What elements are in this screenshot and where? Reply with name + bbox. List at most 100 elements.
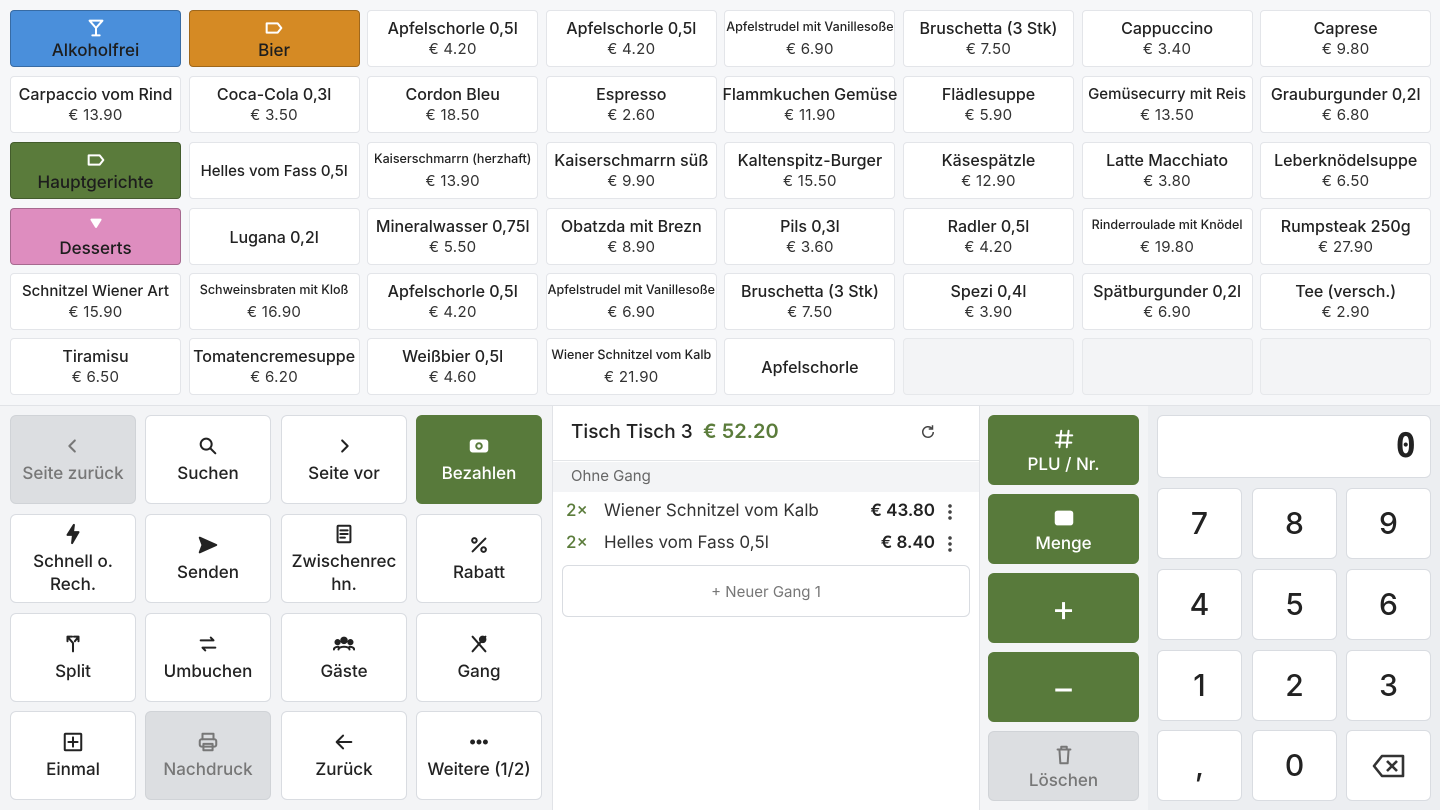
function-button[interactable]: Split <box>10 613 136 702</box>
product-tile[interactable]: Apfelstrudel mit Vanillesoße € 6.90 <box>724 10 896 67</box>
function-button[interactable]: Weitere (1/2) <box>416 711 542 800</box>
product-name: Apfelschorle 0,5l <box>387 280 518 301</box>
function-button[interactable]: Seite vor <box>281 415 407 504</box>
product-tile[interactable]: Weißbier 0,5l € 4.60 <box>367 338 539 395</box>
product-price: € 7.50 <box>965 38 1012 58</box>
product-tile[interactable]: Tomatencremesuppe € 6.20 <box>188 338 360 395</box>
product-tile[interactable]: Cordon Bleu € 18.50 <box>367 76 539 133</box>
product-tile[interactable]: Lugana 0,2l <box>188 208 360 265</box>
action-button[interactable]: PLU / Nr. <box>988 415 1139 485</box>
order-item[interactable]: 2× Helles vom Fass 0,5l € 8.40 <box>553 529 979 559</box>
product-tile[interactable]: Schnitzel Wiener Art € 15.90 <box>10 273 181 330</box>
function-button[interactable]: Gäste <box>281 613 407 702</box>
numpad-key[interactable]: 0 <box>1252 730 1337 801</box>
item-menu[interactable] <box>948 503 952 521</box>
function-button[interactable]: Schnell o. Rech. <box>10 514 136 603</box>
function-button[interactable]: Rabatt <box>416 514 542 603</box>
category-tile[interactable]: Hauptgerichte <box>10 142 181 199</box>
action-button[interactable]: Menge <box>988 494 1139 564</box>
function-button[interactable]: Einmal <box>10 711 136 800</box>
function-label: Gäste <box>320 662 368 682</box>
product-tile[interactable]: Rinderroulade mit Knödel € 19.80 <box>1081 208 1253 265</box>
product-name: Obatzda mit Brezn <box>560 215 702 236</box>
numpad-key[interactable] <box>1346 730 1431 801</box>
icon-svg <box>199 437 217 455</box>
product-tile[interactable]: Spätburgunder 0,2l € 6.90 <box>1081 273 1253 330</box>
numpad-key[interactable]: 6 <box>1346 569 1431 640</box>
category-tile[interactable]: Bier <box>188 10 360 67</box>
refresh-icon[interactable] <box>919 423 937 441</box>
product-name: Gemüsecurry mit Reis <box>1088 83 1247 103</box>
numpad-key[interactable]: 5 <box>1252 569 1337 640</box>
product-price: € 6.90 <box>785 38 834 58</box>
product-tile[interactable]: Grauburgunder 0,2l € 6.80 <box>1260 76 1432 133</box>
icon <box>333 729 355 755</box>
product-tile[interactable]: Rumpsteak 250g € 27.90 <box>1260 208 1432 265</box>
product-tile[interactable]: Tiramisu € 6.50 <box>10 338 181 395</box>
function-button[interactable]: Zurück <box>281 711 407 800</box>
product-tile[interactable]: Leberknödelsuppe € 6.50 <box>1260 142 1432 199</box>
product-tile[interactable]: Mineralwasser 0,75l € 5.50 <box>367 208 539 265</box>
order-panel: Tisch Tisch 3 € 52.20 Ohne Gang + Neuer … <box>552 406 980 810</box>
numpad-key[interactable]: 1 <box>1157 650 1242 721</box>
order-item[interactable]: 2× Wiener Schnitzel vom Kalb € 43.80 <box>553 497 979 527</box>
product-tile[interactable]: Pils 0,3l € 3.60 <box>724 208 896 265</box>
product-tile[interactable]: Schweinsbraten mit Kloß € 16.90 <box>188 273 360 330</box>
action-label: PLU / Nr. <box>1027 454 1100 475</box>
numpad-key[interactable]: 7 <box>1157 488 1242 559</box>
product-tile[interactable]: Kaiserschmarrn (herzhaft) € 13.90 <box>367 142 539 199</box>
product-tile[interactable]: Latte Macchiato € 3.80 <box>1081 142 1253 199</box>
numpad-key[interactable]: 2 <box>1252 650 1337 721</box>
product-tile[interactable]: Wiener Schnitzel vom Kalb € 21.90 <box>545 338 717 395</box>
action-button[interactable]: + <box>988 573 1139 643</box>
function-button[interactable]: Suchen <box>145 415 271 504</box>
category-label: Bier <box>258 41 291 61</box>
numpad-key[interactable]: 3 <box>1346 650 1431 721</box>
product-tile[interactable]: Tee (versch.) € 2.90 <box>1260 273 1432 330</box>
product-name: Wiener Schnitzel vom Kalb <box>551 347 712 363</box>
product-tile[interactable]: Apfelschorle 0,5l € 4.20 <box>367 10 539 67</box>
icon <box>62 729 84 755</box>
product-tile[interactable]: Obatzda mit Brezn € 8.90 <box>545 208 717 265</box>
icon <box>62 631 84 657</box>
new-course-button[interactable]: + Neuer Gang 1 <box>562 565 970 617</box>
function-button[interactable]: Zwischenrechn. <box>281 514 407 603</box>
product-tile[interactable]: Helles vom Fass 0,5l <box>188 142 360 199</box>
product-tile[interactable]: Apfelstrudel mit Vanillesoße € 6.90 <box>545 273 717 330</box>
icon <box>85 213 107 239</box>
product-tile[interactable]: Radler 0,5l € 4.20 <box>903 208 1074 265</box>
product-tile[interactable]: Caprese € 9.80 <box>1260 10 1432 67</box>
item-price: € 43.80 <box>870 501 935 521</box>
category-label: Desserts <box>59 239 132 259</box>
action-button[interactable]: − <box>988 652 1139 722</box>
function-button[interactable]: Gang <box>416 613 542 702</box>
product-tile[interactable]: Apfelschorle 0,5l € 4.20 <box>545 10 717 67</box>
function-button[interactable]: Senden <box>145 514 271 603</box>
numpad-key[interactable]: 4 <box>1157 569 1242 640</box>
product-tile[interactable]: Käsespätzle € 12.90 <box>903 142 1074 199</box>
product-tile[interactable]: Flammkuchen Gemüse € 11.90 <box>722 76 897 133</box>
function-button[interactable]: Bezahlen <box>416 415 542 504</box>
product-price: € 6.20 <box>250 366 298 386</box>
product-tile[interactable]: Espresso € 2.60 <box>545 76 717 133</box>
numpad-key[interactable]: , <box>1157 730 1242 801</box>
product-tile[interactable]: Cappuccino € 3.40 <box>1081 10 1253 67</box>
product-tile[interactable]: Apfelschorle 0,5l € 4.20 <box>367 273 539 330</box>
numpad-key[interactable]: 8 <box>1252 488 1337 559</box>
numpad-key[interactable]: 9 <box>1346 488 1431 559</box>
function-button[interactable]: Umbuchen <box>145 613 271 702</box>
product-tile[interactable]: Apfelschorle <box>724 338 896 395</box>
product-tile[interactable]: Spezi 0,4l € 3.90 <box>903 273 1074 330</box>
product-tile[interactable]: Kaiserschmarrn süß € 9.90 <box>545 142 717 199</box>
product-tile[interactable]: Bruschetta (3 Stk) € 7.50 <box>724 273 896 330</box>
product-tile[interactable]: Kaltenspitz-Burger € 15.50 <box>724 142 896 199</box>
product-price: € 4.20 <box>428 38 477 58</box>
product-tile[interactable]: Carpaccio vom Rind € 13.90 <box>10 76 181 133</box>
category-tile[interactable]: Alkoholfrei <box>10 10 181 67</box>
product-tile[interactable]: Flädlesuppe € 5.90 <box>903 76 1074 133</box>
product-tile[interactable]: Gemüsecurry mit Reis € 13.50 <box>1081 76 1253 133</box>
category-tile[interactable]: Desserts <box>10 208 181 265</box>
product-tile[interactable]: Bruschetta (3 Stk) € 7.50 <box>903 10 1074 67</box>
item-menu[interactable] <box>948 535 952 553</box>
product-tile[interactable]: Coca-Cola 0,3l € 3.50 <box>188 76 360 133</box>
